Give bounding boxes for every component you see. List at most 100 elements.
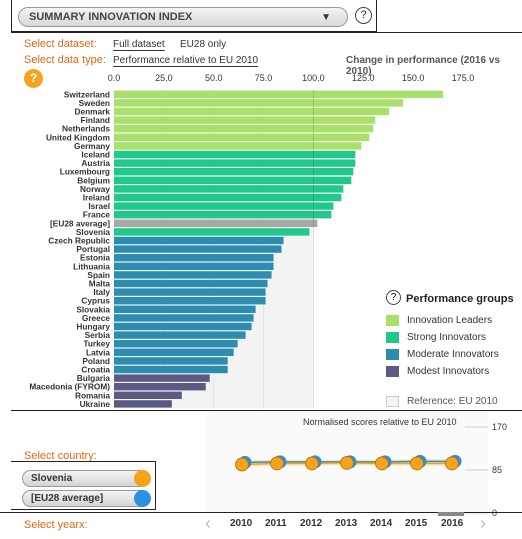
category-label: Denmark [74, 107, 110, 117]
legend-reference: Reference: EU 2010 [386, 396, 498, 407]
legend-item-modest[interactable]: Modest Innovators [386, 366, 489, 377]
tab-full-dataset[interactable]: Full dataset [113, 39, 165, 50]
legend-item-strong[interactable]: Strong Innovators [386, 332, 486, 343]
previous-year-icon[interactable]: ‹ [205, 513, 211, 533]
bar[interactable] [114, 288, 266, 296]
bar[interactable] [114, 99, 404, 107]
bar[interactable] [114, 365, 228, 374]
category-label: Luxembourg [60, 167, 110, 177]
year-2016[interactable]: 2016 [441, 518, 464, 529]
country-pill-label: Slovenia [31, 473, 73, 484]
year-2015[interactable]: 2015 [405, 518, 428, 529]
trend-point[interactable] [445, 456, 459, 471]
category-label: Bulgaria [77, 373, 111, 383]
category-label: Turkey [83, 339, 110, 349]
bar[interactable] [114, 159, 356, 167]
legend-help-icon[interactable]: ? [386, 290, 401, 305]
trend-point[interactable] [235, 457, 249, 472]
trend-point[interactable] [305, 456, 319, 471]
bar[interactable] [114, 391, 182, 399]
category-label: Greece [82, 313, 111, 323]
country-pill-eu28[interactable]: [EU28 average] [22, 490, 151, 507]
year-2012[interactable]: 2012 [300, 518, 323, 529]
change-performance-toggle[interactable]: Change in performance (2016 vs 2010) [346, 55, 500, 77]
index-dropdown[interactable]: SUMMARY INNOVATION INDEX ▼ [18, 7, 348, 27]
year-2011[interactable]: 2011 [265, 518, 287, 529]
bar[interactable] [114, 202, 334, 210]
category-label: Ukraine [80, 399, 111, 409]
index-selector-frame [11, 0, 377, 32]
bar[interactable] [114, 176, 352, 184]
y-tick-label: 85 [492, 465, 502, 475]
bar[interactable] [114, 331, 246, 339]
trend-point[interactable] [375, 456, 389, 471]
modest-swatch [386, 366, 399, 377]
category-label: Belgium [77, 175, 110, 185]
next-year-icon[interactable]: › [480, 513, 486, 533]
help-icon[interactable]: ? [355, 7, 372, 24]
legend-item-moderate[interactable]: Moderate Innovators [386, 349, 499, 360]
category-label: Poland [82, 356, 110, 366]
y-tick-label: 170 [492, 422, 507, 432]
bar[interactable] [114, 236, 284, 245]
bar[interactable] [114, 297, 266, 305]
bar[interactable] [114, 219, 318, 227]
help-badge-icon[interactable]: ? [24, 69, 43, 88]
trend-caption: Normalised scores relative to EU 2010 [303, 417, 457, 427]
legend-item-leaders[interactable]: Innovation Leaders [386, 315, 492, 326]
category-label: Norway [80, 184, 110, 194]
x-tick-label: 25.0 [155, 73, 173, 83]
category-label: [EU28 average] [50, 218, 110, 228]
bar[interactable] [114, 305, 256, 313]
index-dropdown-label: SUMMARY INNOVATION INDEX [29, 11, 193, 23]
bar[interactable] [114, 348, 234, 356]
bar[interactable] [114, 90, 444, 98]
trend-point[interactable] [270, 456, 284, 471]
legend-panel: ? Performance groups Innovation Leaders … [376, 286, 522, 410]
year-2014[interactable]: 2014 [370, 518, 393, 529]
bar[interactable] [114, 116, 376, 124]
bar[interactable] [114, 211, 332, 219]
bar[interactable] [114, 133, 370, 141]
category-label: Ireland [83, 193, 110, 203]
bar[interactable] [114, 228, 310, 236]
bar[interactable] [114, 254, 274, 262]
tab-eu28-only[interactable]: EU28 only [180, 39, 227, 50]
bar[interactable] [114, 271, 272, 279]
trend-point[interactable] [410, 456, 424, 471]
bar[interactable] [114, 322, 252, 331]
bar[interactable] [114, 383, 206, 391]
datatype-label: Select data type: [24, 54, 106, 66]
bar[interactable] [114, 314, 254, 322]
bar[interactable] [114, 125, 374, 133]
bar[interactable] [114, 245, 282, 253]
bar[interactable] [114, 142, 362, 150]
bar[interactable] [114, 185, 344, 193]
category-label: Netherlands [62, 124, 110, 134]
bar[interactable] [114, 400, 172, 408]
category-label: Spain [87, 270, 110, 280]
category-label: United Kingdom [46, 132, 110, 142]
category-label: Latvia [86, 347, 110, 357]
year-2013[interactable]: 2013 [335, 518, 358, 529]
category-label: Slovenia [76, 227, 111, 237]
category-label: Macedonia (FYROM) [29, 382, 110, 392]
trend-point[interactable] [340, 456, 354, 470]
bar[interactable] [114, 279, 268, 288]
year-label: Select yearx: [24, 519, 88, 531]
bar[interactable] [114, 262, 274, 270]
bar[interactable] [114, 357, 228, 365]
datatype-tab[interactable]: Performance relative to EU 2010 [113, 55, 259, 66]
category-label: Switzerland [64, 89, 110, 99]
bar[interactable] [114, 107, 390, 116]
bar[interactable] [114, 340, 238, 348]
bar[interactable] [114, 150, 356, 159]
bar[interactable] [114, 193, 342, 202]
category-label: Hungary [76, 322, 110, 332]
year-2010[interactable]: 2010 [230, 518, 253, 529]
country-pill-slovenia[interactable]: Slovenia [22, 470, 151, 487]
trend-chart: Normalised scores relative to EU 2010 170… [207, 412, 507, 518]
bar[interactable] [114, 168, 354, 176]
category-label: Austria [81, 158, 110, 168]
bar[interactable] [114, 374, 210, 382]
